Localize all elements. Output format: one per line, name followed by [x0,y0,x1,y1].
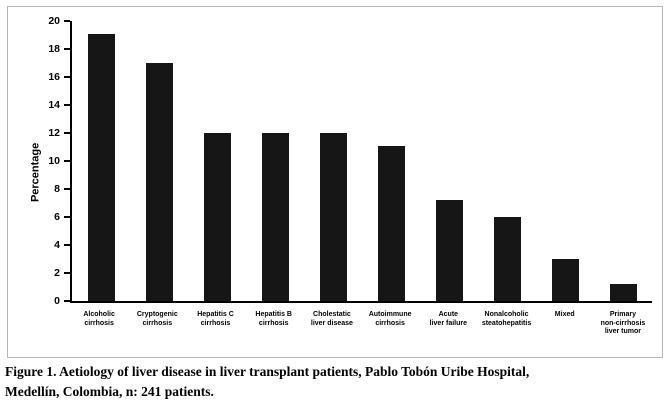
x-axis-labels: Alcoholic cirrhosis Cryptogenic cirrhosis He… [70,307,652,349]
y-tick-mark [64,216,70,218]
bar [145,63,173,301]
y-tick-label: 16 [48,71,60,83]
bar [493,217,521,301]
bar [319,133,347,301]
figure-caption: Figure 1. Aetiology of liver disease in … [5,362,665,403]
bar [87,33,115,301]
y-tick-mark [64,160,70,162]
y-tick-label: 6 [54,211,60,223]
bar [377,145,405,301]
bar [261,133,289,301]
y-tick-mark [64,20,70,22]
bar [551,259,579,301]
plot-area: 0 2 4 6 8 10 12 14 16 18 20 [48,15,652,307]
y-tick-mark [64,76,70,78]
y-tick-mark [64,132,70,134]
bar-column [478,21,536,301]
y-tick-label: 0 [54,295,60,307]
y-tick-mark [64,272,70,274]
x-tick-label: Acute liver failure [429,311,467,327]
bar-column [246,21,304,301]
x-tick-label: Autoimmune cirrhosis [368,311,412,327]
x-tick-label: Mixed [554,311,575,318]
x-tick-label: Nonalcoholic steatohepatitis [481,311,532,327]
bar-column [188,21,246,301]
bar-column [362,21,420,301]
bar-column [536,21,594,301]
x-tick-label: Cholestatic liver disease [310,311,353,327]
x-tick-label: Primary non-cirrhosis liver tumor [600,311,646,335]
y-tick-label: 20 [48,15,60,27]
caption-line-2: Medellín, Colombia, n: 241 patients. [5,384,214,400]
y-tick-mark [64,104,70,106]
bar-column [420,21,478,301]
y-tick-mark [64,48,70,50]
bar-column [130,21,188,301]
y-tick-label: 18 [48,43,60,55]
x-tick-label: Alcoholic cirrhosis [83,311,115,327]
x-tick-label: Cryptogenic cirrhosis [136,311,178,327]
y-tick-mark [64,188,70,190]
bar-chart: Percentage 0 2 4 6 8 10 12 14 16 18 20 Alcoholic ci… [7,6,663,358]
y-tick-label: 10 [48,155,60,167]
y-tick-label: 4 [54,239,60,251]
bar [609,284,637,301]
bar-column [304,21,362,301]
y-tick-mark [64,244,70,246]
y-tick-label: 14 [48,99,60,111]
y-tick-label: 2 [54,267,60,279]
bars-row [72,21,652,301]
bar [203,133,231,301]
y-tick-mark [64,300,70,302]
bar [435,200,463,301]
caption-line-1: Figure 1. Aetiology of liver disease in … [5,364,530,379]
bar-column [72,21,130,301]
bar-column [594,21,652,301]
y-tick-label: 12 [48,127,60,139]
y-tick-label: 8 [54,183,60,195]
